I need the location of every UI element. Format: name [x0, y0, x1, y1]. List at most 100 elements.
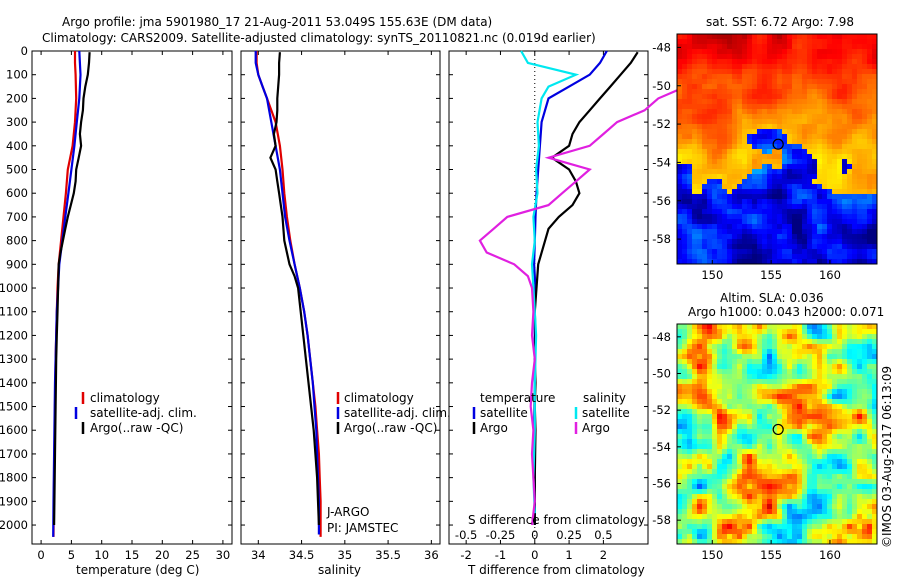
map-cell [752, 169, 758, 175]
map-cell [852, 324, 858, 330]
map-cell [867, 109, 873, 115]
map-cell [792, 159, 798, 165]
map-cell [832, 404, 838, 410]
map-cell [867, 259, 873, 265]
map-cell [772, 429, 778, 435]
map-cell [842, 244, 848, 250]
map-cell [717, 234, 723, 240]
map-cell [707, 104, 713, 110]
map-cell [722, 459, 728, 465]
map-cell [777, 239, 783, 245]
map-cell [747, 379, 753, 385]
map-cell [727, 384, 733, 390]
map-cell [787, 519, 793, 525]
map-cell [777, 399, 783, 405]
map-cell [827, 149, 833, 155]
map-cell [732, 419, 738, 425]
map-cell [832, 254, 838, 260]
map-cell [852, 369, 858, 375]
map-cell [682, 434, 688, 440]
map-cell [837, 419, 843, 425]
map-cell [827, 459, 833, 465]
map-cell [822, 219, 828, 225]
salinity-legend: climatology satellite-adj. clim. Argo(..… [336, 391, 451, 435]
map-cell [782, 399, 788, 405]
map-cell [862, 244, 868, 250]
map-cell [802, 439, 808, 445]
map-cell [807, 439, 813, 445]
map-cell [827, 249, 833, 255]
map-cell [807, 234, 813, 240]
map-cell [822, 49, 828, 55]
map-cell [832, 494, 838, 500]
map-cell [772, 504, 778, 510]
map-cell [682, 74, 688, 80]
map-cell [712, 474, 718, 480]
map-cell [827, 114, 833, 120]
map-cell [852, 494, 858, 500]
map-cell [787, 324, 793, 330]
map-cell [847, 364, 853, 370]
map-cell [677, 229, 683, 235]
x-tick-label: 1 [565, 548, 572, 562]
s-diff-tick-label: 0.5 [594, 528, 612, 542]
map-cell [812, 64, 818, 70]
map-cell [802, 154, 808, 160]
map-cell [757, 434, 763, 440]
map-cell [852, 329, 858, 335]
map-cell [777, 164, 783, 170]
map-cell [802, 259, 808, 265]
map-cell [722, 489, 728, 495]
legend-label-satellite: satellite-adj. clim. [344, 406, 451, 420]
map-cell [732, 369, 738, 375]
map-cell [737, 129, 743, 135]
map-cell [682, 519, 688, 525]
map-cell [757, 39, 763, 45]
map-cell [792, 384, 798, 390]
map-cell [747, 484, 753, 490]
map-cell [812, 404, 818, 410]
map-cell [817, 44, 823, 50]
map-cell [707, 174, 713, 180]
map-cell [822, 474, 828, 480]
map-cell [797, 119, 803, 125]
map-cell [732, 414, 738, 420]
map-cell [702, 64, 708, 70]
map-cell [787, 189, 793, 195]
map-cell [822, 34, 828, 40]
map-cell [797, 419, 803, 425]
map-cell [832, 219, 838, 225]
map-cell [712, 459, 718, 465]
map-cell [872, 219, 878, 225]
map-cell [697, 159, 703, 165]
map-cell [852, 524, 858, 530]
map-cell [722, 364, 728, 370]
map-cell [827, 424, 833, 430]
map-cell [737, 94, 743, 100]
map-cell [697, 89, 703, 95]
map-cell [682, 534, 688, 540]
map-cell [707, 154, 713, 160]
map-cell [727, 529, 733, 535]
map-cell [777, 254, 783, 260]
map-cell [822, 354, 828, 360]
title-line1: Argo profile: jma 5901980_17 21-Aug-2011… [62, 15, 492, 29]
map-cell [867, 389, 873, 395]
map-cell [782, 144, 788, 150]
map-cell [707, 44, 713, 50]
map-cell [857, 219, 863, 225]
map-cell [722, 134, 728, 140]
map-cell [837, 479, 843, 485]
map-cell [727, 519, 733, 525]
map-cell [707, 259, 713, 265]
map-cell [782, 199, 788, 205]
map-cell [822, 239, 828, 245]
map-cell [872, 164, 878, 170]
map-cell [702, 199, 708, 205]
map-cell [712, 159, 718, 165]
map-cell [772, 524, 778, 530]
map-cell [792, 364, 798, 370]
map-cell [792, 229, 798, 235]
map-cell [822, 534, 828, 540]
map-cell [707, 394, 713, 400]
